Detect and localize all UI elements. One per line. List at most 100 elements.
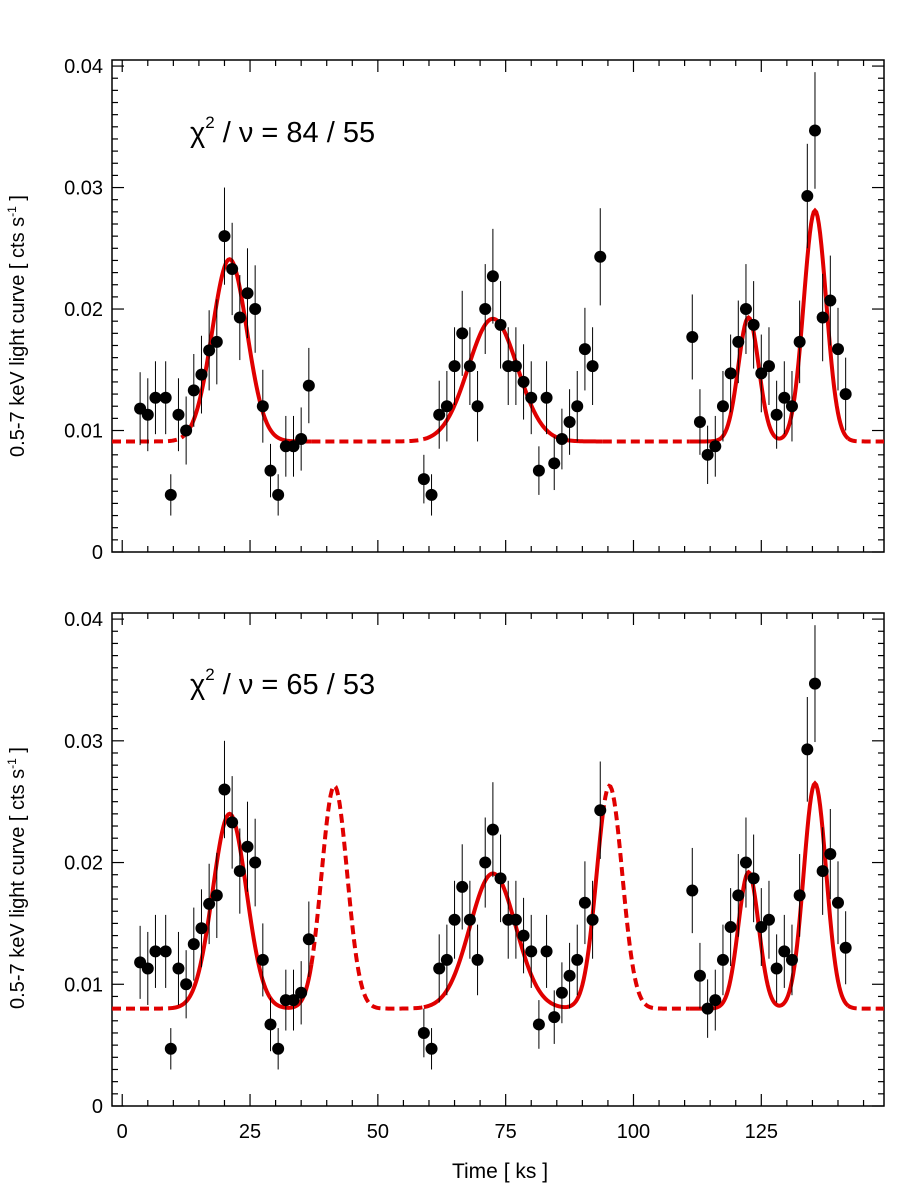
- data-point: [686, 884, 699, 897]
- y-tick-label: 0.03: [64, 731, 103, 753]
- data-point: [195, 922, 208, 935]
- data-point: [187, 384, 200, 397]
- data-point: [287, 994, 300, 1007]
- data-point: [540, 945, 553, 958]
- data-point: [839, 941, 852, 954]
- data-point: [249, 303, 262, 316]
- data-point: [540, 391, 553, 404]
- data-point: [195, 368, 208, 381]
- data-point: [218, 230, 231, 243]
- svg-text:0.5-7 keV light curve [ cts s-: 0.5-7 keV light curve [ cts s-1 ]: [5, 195, 29, 457]
- data-point: [693, 969, 706, 982]
- data-point: [732, 889, 745, 902]
- y-tick-label: 0: [92, 542, 103, 564]
- data-point: [295, 986, 308, 999]
- annotation-text: / ν = 65 / 53: [215, 669, 375, 701]
- data-point: [486, 823, 499, 836]
- plot-frame: [111, 612, 885, 1107]
- data-point: [440, 953, 453, 966]
- data-point: [448, 913, 461, 926]
- data-point: [417, 473, 430, 486]
- data-point: [716, 400, 729, 413]
- y-axis-label-end: ]: [7, 195, 29, 206]
- data-point: [594, 250, 607, 263]
- data-point: [241, 840, 254, 853]
- data-point: [471, 953, 484, 966]
- model-curve-dashed: [600, 783, 690, 1011]
- data-point: [686, 330, 699, 343]
- data-point: [164, 488, 177, 501]
- data-point: [210, 889, 223, 902]
- data-point: [180, 978, 193, 991]
- y-tick-label: 0.01: [64, 974, 103, 996]
- data-point: [486, 270, 499, 283]
- data-point: [471, 400, 484, 413]
- top-panel: 0 0.01 0.02 0.03 0.04: [64, 56, 885, 564]
- annotation-superscript: 2: [205, 665, 214, 684]
- svg-text:0.5-7 keV light curve [ cts s-: 0.5-7 keV light curve [ cts s-1 ]: [5, 747, 29, 1009]
- data-point: [578, 343, 591, 356]
- data-point: [509, 913, 522, 926]
- data-point: [739, 856, 752, 869]
- model-curve-solid: [423, 813, 605, 1010]
- annotation-chi: χ: [190, 669, 205, 701]
- y-tick-label: 0.02: [64, 853, 103, 875]
- data-point: [770, 962, 783, 975]
- data-point: [770, 408, 783, 421]
- y-tick-label: 0.03: [64, 178, 103, 200]
- data-point: [456, 327, 469, 340]
- data-point: [517, 375, 530, 388]
- annotation-superscript: 2: [205, 113, 214, 132]
- data-point: [433, 962, 446, 975]
- y-tick-label: 0.02: [64, 299, 103, 321]
- annotation-chi: χ: [190, 117, 205, 149]
- data-point: [302, 379, 315, 392]
- plot-frame: [111, 59, 885, 553]
- data-point: [218, 783, 231, 796]
- data-point: [433, 408, 446, 421]
- y-axis-label-text: 0.5-7 keV light curve [ cts s: [7, 217, 29, 457]
- data-point: [793, 889, 806, 902]
- data-point: [463, 360, 476, 373]
- data-point: [563, 416, 576, 429]
- svg-text:χ2 / ν = 65 / 53: χ2 / ν = 65 / 53: [190, 665, 375, 701]
- annotation-top: χ2 / ν = 84 / 55: [190, 113, 375, 149]
- data-point: [249, 856, 262, 869]
- data-point: [716, 953, 729, 966]
- data-point: [701, 448, 714, 461]
- data-point: [525, 945, 538, 958]
- data-point: [555, 986, 568, 999]
- data-point: [479, 303, 492, 316]
- data-point: [187, 938, 200, 951]
- y-tick-label: 0.01: [64, 421, 103, 443]
- data-point: [801, 743, 814, 756]
- y-tick-label: 0: [92, 1096, 103, 1118]
- model-curve-solid: [689, 207, 850, 444]
- data-point: [256, 400, 269, 413]
- data-point: [808, 677, 821, 690]
- x-tick-label: 50: [367, 1121, 389, 1143]
- data-point: [295, 433, 308, 446]
- data-point: [159, 391, 172, 404]
- data-point: [302, 933, 315, 946]
- data-point: [571, 400, 584, 413]
- data-point: [824, 294, 837, 307]
- data-point: [172, 408, 185, 421]
- data-point: [709, 440, 722, 453]
- data-point: [816, 311, 829, 324]
- data-point: [693, 416, 706, 429]
- x-tick-label: 125: [745, 1121, 778, 1143]
- data-point: [532, 1018, 545, 1031]
- x-tick-label: 75: [495, 1121, 517, 1143]
- x-tick-label: 0: [117, 1121, 128, 1143]
- data-point: [548, 1011, 561, 1024]
- data-point: [456, 880, 469, 893]
- data-point: [287, 440, 300, 453]
- data-point: [425, 488, 438, 501]
- x-tick-label: 25: [239, 1121, 261, 1143]
- data-point: [548, 457, 561, 470]
- data-point: [448, 360, 461, 373]
- data-point: [785, 953, 798, 966]
- data-point: [203, 897, 216, 910]
